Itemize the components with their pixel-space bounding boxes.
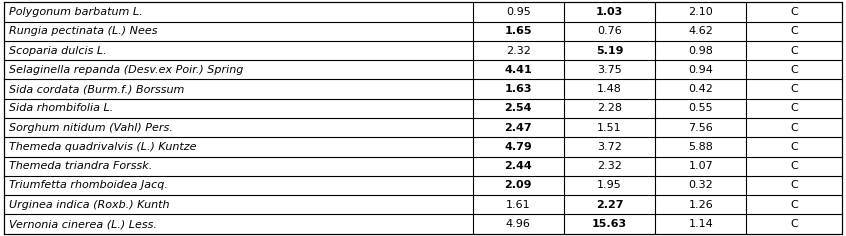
Text: Selaginella repanda (Desv.ex Poir.) Spring: Selaginella repanda (Desv.ex Poir.) Spri… [9, 65, 244, 75]
Text: 2.09: 2.09 [504, 181, 532, 190]
Text: 0.98: 0.98 [689, 46, 713, 55]
Text: Rungia pectinata (L.) Nees: Rungia pectinata (L.) Nees [9, 26, 158, 36]
Text: 1.14: 1.14 [689, 219, 713, 229]
Text: C: C [790, 84, 798, 94]
Text: 0.94: 0.94 [689, 65, 713, 75]
Text: Triumfetta rhomboidea Jacq.: Triumfetta rhomboidea Jacq. [9, 181, 168, 190]
Text: C: C [790, 7, 798, 17]
Text: C: C [790, 103, 798, 113]
Text: 1.61: 1.61 [506, 200, 530, 210]
Text: C: C [790, 26, 798, 36]
Text: 2.28: 2.28 [597, 103, 622, 113]
Text: 1.48: 1.48 [597, 84, 622, 94]
Text: 5.19: 5.19 [596, 46, 624, 55]
Text: 15.63: 15.63 [592, 219, 627, 229]
Text: 2.32: 2.32 [597, 161, 622, 171]
Text: 1.51: 1.51 [597, 123, 622, 133]
Text: 2.44: 2.44 [504, 161, 532, 171]
Text: Polygonum barbatum L.: Polygonum barbatum L. [9, 7, 143, 17]
Text: 2.10: 2.10 [689, 7, 713, 17]
Text: Themeda triandra Forssk.: Themeda triandra Forssk. [9, 161, 152, 171]
Text: 1.07: 1.07 [689, 161, 713, 171]
Text: 0.32: 0.32 [689, 181, 713, 190]
Text: Scoparia dulcis L.: Scoparia dulcis L. [9, 46, 107, 55]
Text: Sida rhombifolia L.: Sida rhombifolia L. [9, 103, 113, 113]
Text: Urginea indica (Roxb.) Kunth: Urginea indica (Roxb.) Kunth [9, 200, 170, 210]
Text: C: C [790, 181, 798, 190]
Text: 4.41: 4.41 [504, 65, 532, 75]
Text: 2.47: 2.47 [504, 123, 532, 133]
Text: 0.95: 0.95 [506, 7, 530, 17]
Text: C: C [790, 200, 798, 210]
Text: 4.79: 4.79 [504, 142, 532, 152]
Text: 2.54: 2.54 [504, 103, 532, 113]
Text: 1.95: 1.95 [597, 181, 622, 190]
Text: C: C [790, 161, 798, 171]
Text: C: C [790, 142, 798, 152]
Text: 1.26: 1.26 [689, 200, 713, 210]
Text: 2.27: 2.27 [596, 200, 624, 210]
Text: 0.42: 0.42 [689, 84, 713, 94]
Text: 5.88: 5.88 [689, 142, 713, 152]
Text: 0.55: 0.55 [689, 103, 713, 113]
Text: Vernonia cinerea (L.) Less.: Vernonia cinerea (L.) Less. [9, 219, 157, 229]
Text: Sorghum nitidum (Vahl) Pers.: Sorghum nitidum (Vahl) Pers. [9, 123, 173, 133]
Text: C: C [790, 219, 798, 229]
Text: C: C [790, 123, 798, 133]
Text: Themeda quadrivalvis (L.) Kuntze: Themeda quadrivalvis (L.) Kuntze [9, 142, 197, 152]
Text: C: C [790, 46, 798, 55]
Text: 7.56: 7.56 [689, 123, 713, 133]
Text: 1.03: 1.03 [596, 7, 624, 17]
Text: C: C [790, 65, 798, 75]
Text: 4.62: 4.62 [689, 26, 713, 36]
Text: 2.32: 2.32 [506, 46, 530, 55]
Text: 1.65: 1.65 [504, 26, 532, 36]
Text: 1.63: 1.63 [504, 84, 532, 94]
Text: 3.72: 3.72 [597, 142, 622, 152]
Text: Sida cordata (Burm.f.) Borssum: Sida cordata (Burm.f.) Borssum [9, 84, 184, 94]
Text: 0.76: 0.76 [597, 26, 622, 36]
Text: 3.75: 3.75 [597, 65, 622, 75]
Text: 4.96: 4.96 [506, 219, 530, 229]
